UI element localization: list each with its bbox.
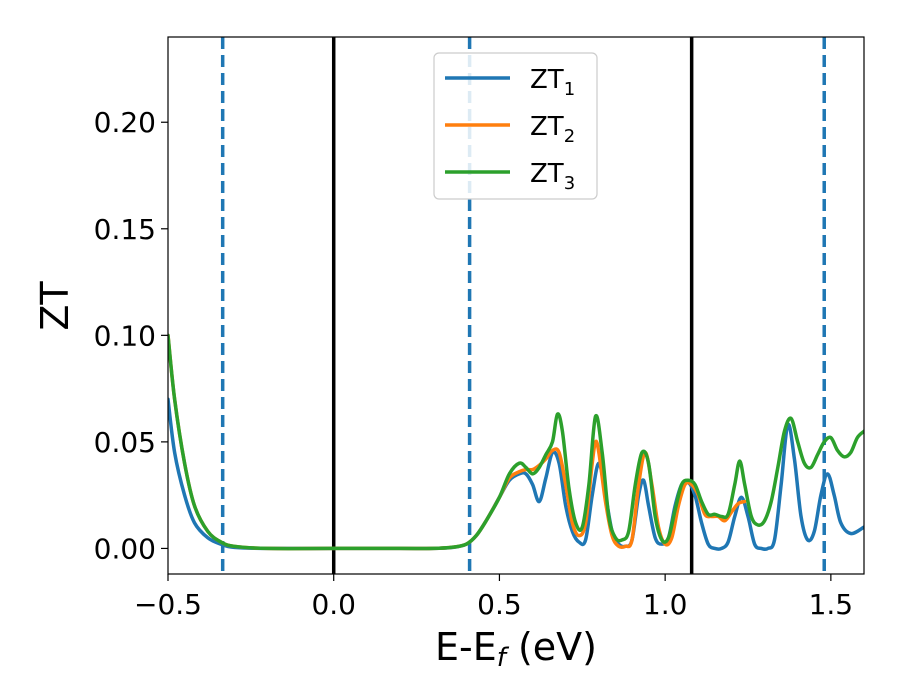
series-lines — [168, 333, 864, 551]
x-tick-label: 1.0 — [643, 588, 688, 621]
legend: ZT1 ZT2 ZT3 — [433, 52, 598, 200]
y-axis-label: ZT — [33, 281, 77, 331]
y-tick-label: 0.10 — [94, 319, 156, 352]
x-tick-label: 0.5 — [477, 588, 522, 621]
x-tick-label: −0.5 — [134, 588, 202, 621]
legend-label-3: ZT3 — [530, 159, 575, 194]
x-tick-label: 0.0 — [311, 588, 356, 621]
x-tick-label: 1.5 — [809, 588, 854, 621]
y-tick-label: 0.15 — [94, 213, 156, 246]
y-tick-label: 0.05 — [94, 426, 156, 459]
legend-label-1: ZT1 — [530, 65, 575, 100]
y-axis-ticks: 0.00 0.05 0.10 0.15 0.20 — [94, 106, 168, 565]
x-axis-ticks: −0.5 0.0 0.5 1.0 1.5 — [134, 574, 853, 621]
legend-box — [433, 52, 598, 200]
y-tick-label: 0.00 — [94, 532, 156, 565]
x-axis-label: E-Ef (eV) — [435, 625, 597, 673]
legend-label-2: ZT2 — [530, 112, 575, 147]
y-tick-label: 0.20 — [94, 106, 156, 139]
series-line-3 — [168, 333, 864, 551]
plot-frame — [167, 36, 865, 575]
series-line-2 — [168, 333, 747, 551]
